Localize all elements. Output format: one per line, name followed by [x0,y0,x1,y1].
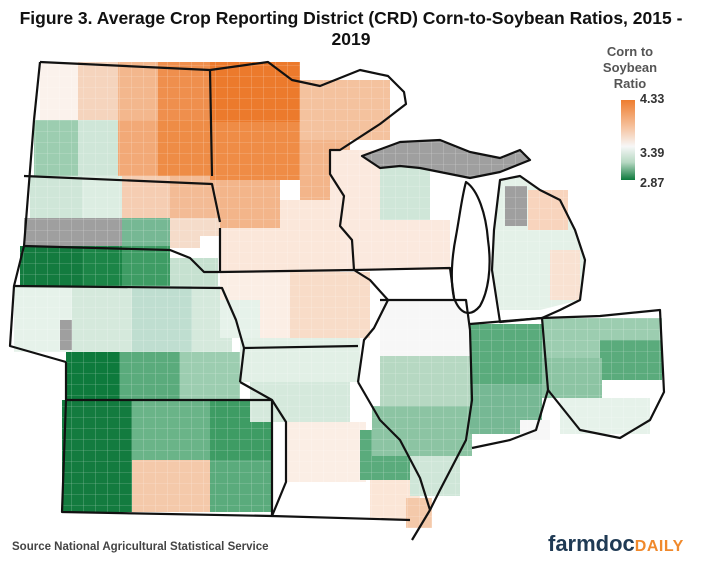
figure-title: Figure 3. Average Crop Reporting Distric… [19,8,683,49]
county-grid [10,60,670,530]
legend-color-bar [621,100,635,180]
state-borders [8,60,666,541]
legend-mid-label: 3.39 [640,146,665,160]
legend-min-label: 2.87 [640,176,665,190]
brand-part1: farmdoc [548,531,635,556]
legend-max-label: 4.33 [640,92,665,106]
brand-logo: farmdocDAILY [548,531,684,557]
source-note: Source National Agricultural Statistical… [12,541,269,553]
brand-part2: DAILY [634,538,684,555]
legend-title: Corn to Soybean Ratio [602,44,658,91]
